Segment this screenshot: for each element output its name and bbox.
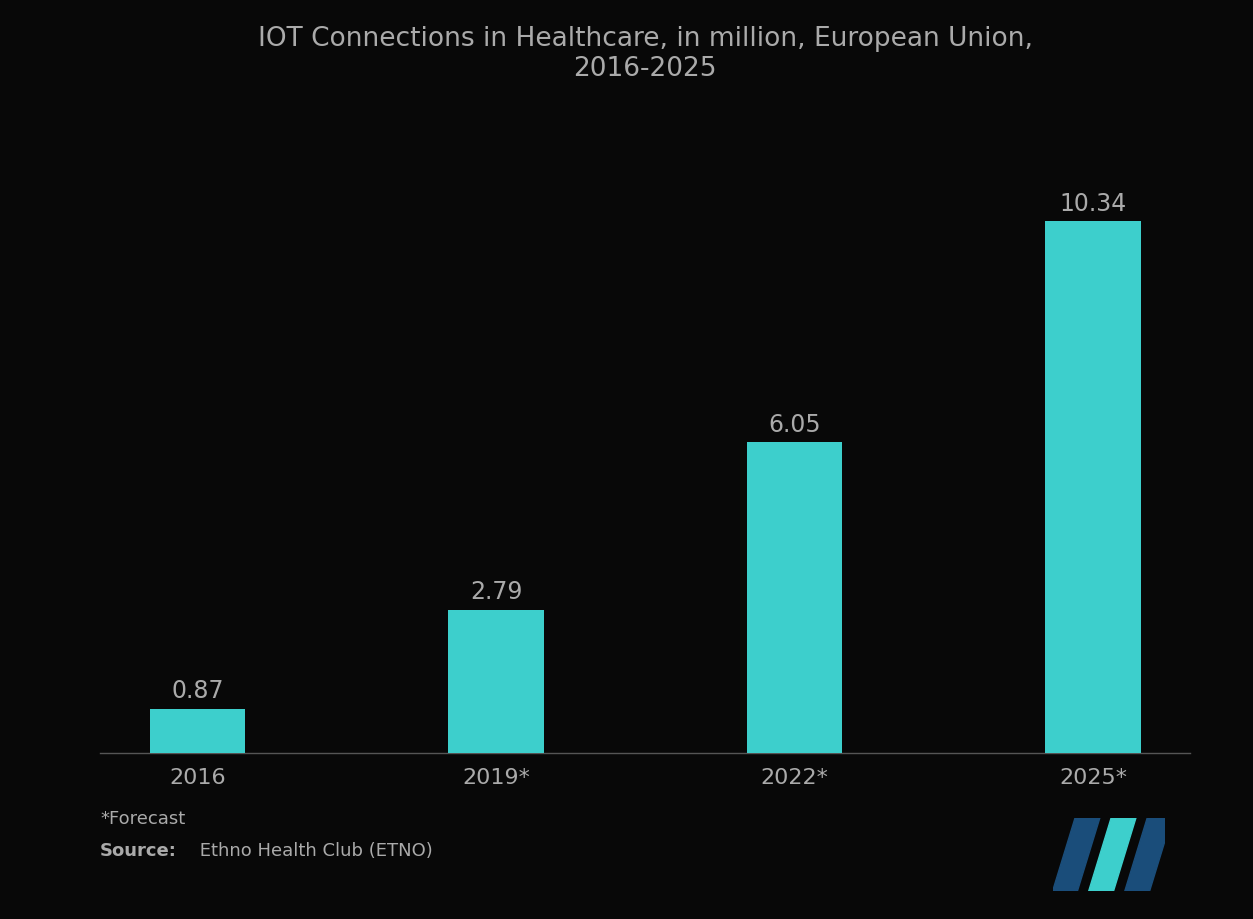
Bar [1045,221,1140,754]
Text: 0.87: 0.87 [172,678,224,703]
Polygon shape [1053,818,1100,891]
Bar [449,610,544,754]
Title: IOT Connections in Healthcare, in million, European Union,
2016-2025: IOT Connections in Healthcare, in millio… [258,26,1032,82]
Text: 10.34: 10.34 [1060,191,1126,215]
Text: 2.79: 2.79 [470,580,523,604]
Text: 6.05: 6.05 [768,412,821,436]
Text: *Forecast: *Forecast [100,809,185,827]
Text: Ethno Health Club (ETNO): Ethno Health Club (ETNO) [194,841,434,859]
Polygon shape [1125,818,1172,891]
Bar [150,709,246,754]
Text: Source:: Source: [100,841,177,859]
Polygon shape [1089,818,1136,891]
Bar [747,442,842,754]
